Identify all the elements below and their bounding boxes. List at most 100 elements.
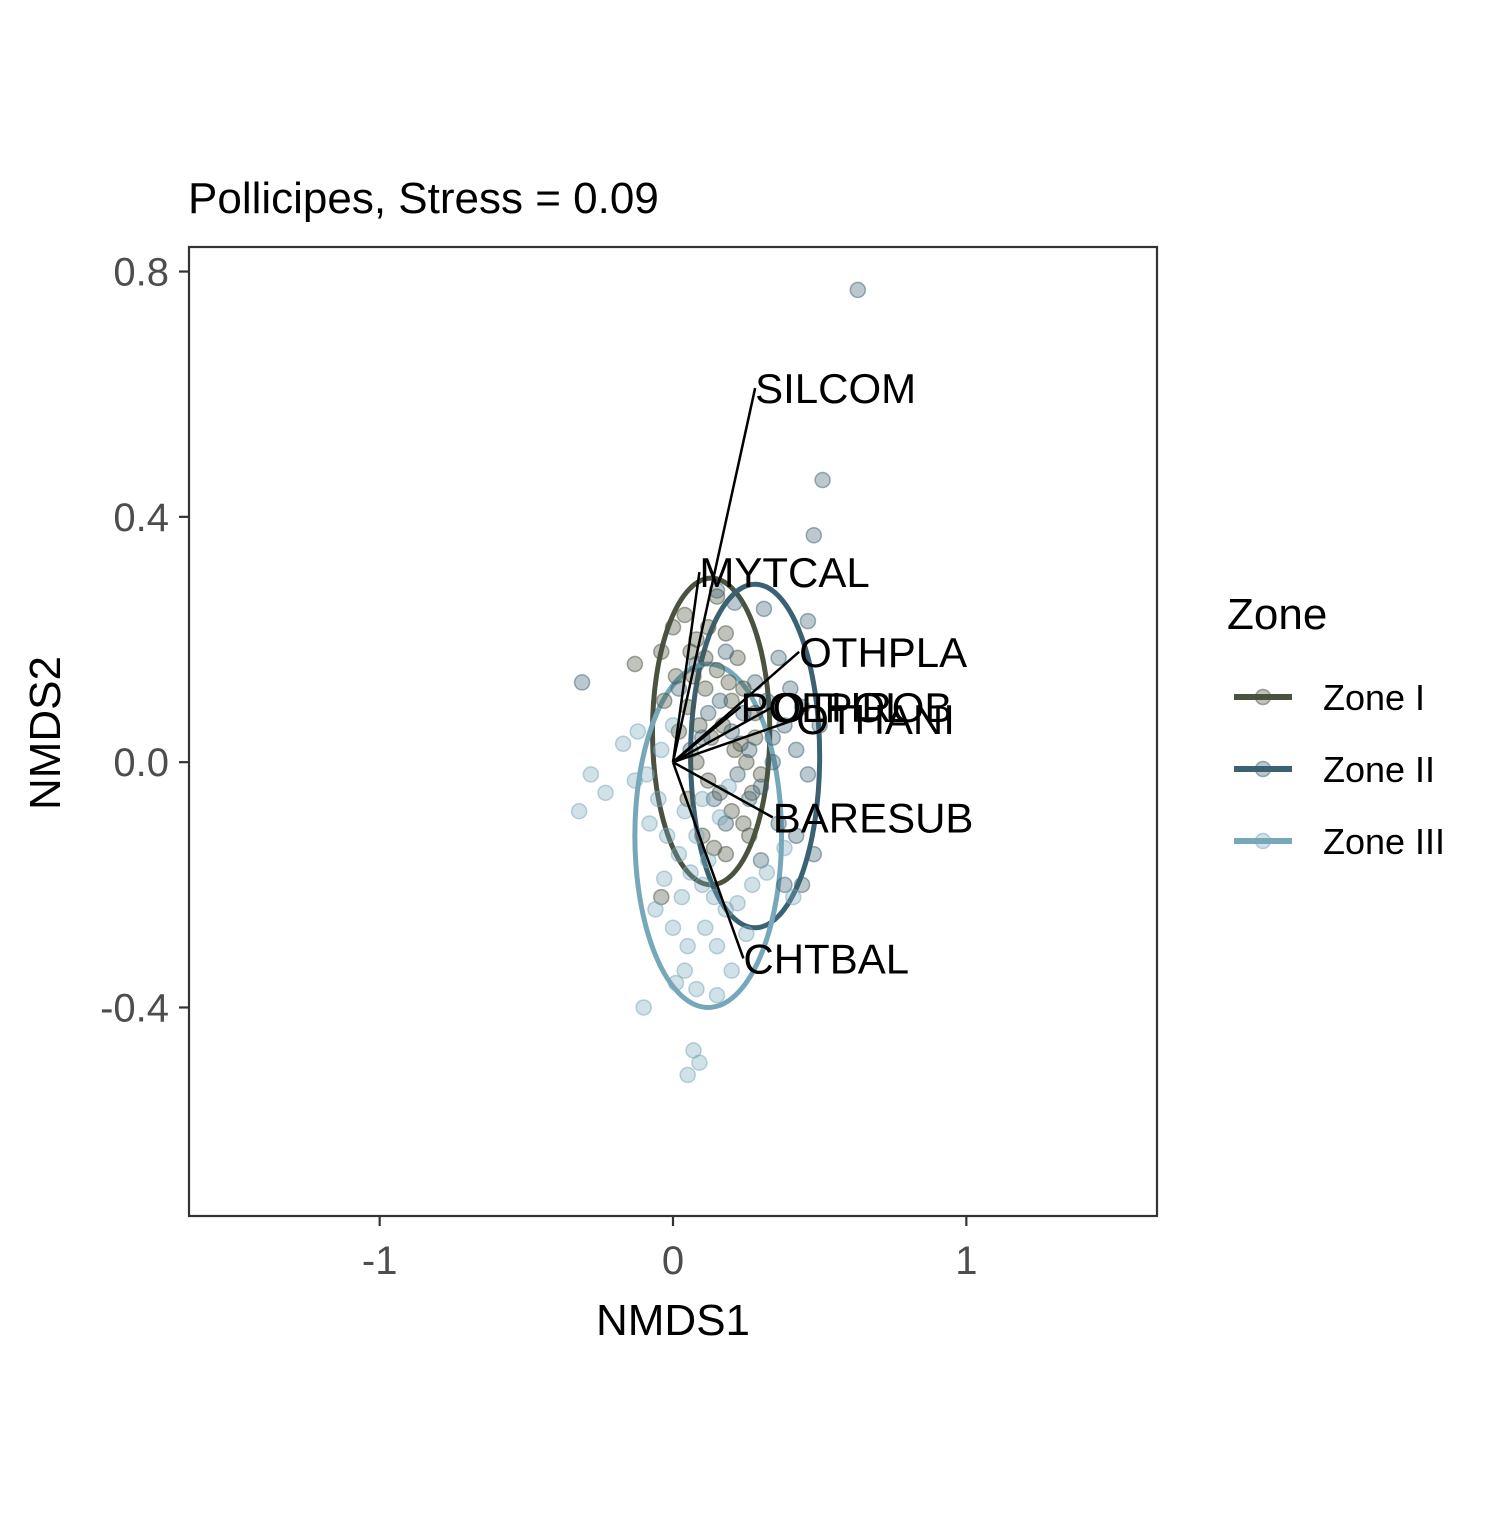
data-point-zone-1: [717, 845, 735, 863]
vector-label-baresub: BARESUB: [773, 794, 974, 841]
data-point-zone-2: [799, 612, 817, 630]
vector-arrow-chtbal: [671, 761, 745, 959]
data-point-zone-1: [752, 766, 770, 783]
vector-arrow-polpol: [672, 706, 742, 764]
legend-label: Zone III: [1323, 821, 1445, 862]
data-point-zone-3: [641, 815, 658, 832]
data-point-zone-3: [743, 876, 761, 894]
data-point-zone-2: [793, 876, 811, 894]
data-point-zone-3: [694, 876, 711, 894]
data-point-zone-2: [805, 526, 823, 544]
data-point-zone-2: [764, 753, 781, 771]
data-point-zone-3: [738, 925, 755, 943]
data-point-zone-2: [799, 766, 817, 783]
legend-label: Zone II: [1323, 749, 1435, 790]
x-axis: -1 0 1: [362, 1216, 977, 1283]
data-point-zone-2: [811, 717, 828, 734]
data-point-zone-3: [653, 741, 670, 759]
data-point-zone-2: [729, 766, 746, 783]
data-point-zone-3: [785, 888, 802, 906]
y-axis-title: NMDS2: [21, 656, 70, 810]
data-point-zone-2: [770, 815, 787, 832]
data-point-zone-2: [770, 649, 787, 667]
data-point-zone-3: [694, 790, 711, 808]
x-tick-label: 1: [955, 1239, 977, 1283]
vector-arrow-baresub: [672, 761, 774, 819]
legend: Zone Zone I Zone II Zone III: [1227, 590, 1445, 862]
data-point-zone-3: [676, 962, 693, 979]
legend-keys: Zone I Zone II Zone III: [1234, 677, 1445, 862]
vector-arrow-mytcal: [671, 571, 701, 763]
data-point-zone-1: [691, 717, 708, 734]
data-point-zone-3: [647, 901, 664, 918]
y-tick-label: 0.8: [113, 251, 169, 295]
vector-label-othpla: OTHPLA: [799, 629, 967, 676]
data-point-zone-1: [667, 668, 685, 685]
data-point-zone-3: [711, 809, 729, 826]
data-point-zone-3: [664, 919, 682, 937]
legend-key-point: [1254, 832, 1272, 850]
data-point-zone-2: [814, 471, 831, 489]
data-point-zone-3: [682, 864, 699, 881]
vector-label-othani: OTHANI: [796, 696, 955, 743]
data-point-zone-2: [755, 600, 773, 618]
vector-label-othrob: OTHROB: [773, 684, 953, 731]
data-point-zone-2: [805, 845, 823, 863]
data-point-zone-1: [697, 680, 714, 697]
data-point-zone-3: [582, 766, 600, 783]
vector-arrow-silcom: [671, 387, 757, 763]
data-point-zone-2: [705, 790, 723, 808]
data-point-zone-3: [667, 974, 685, 992]
legend-key-point: [1254, 688, 1272, 706]
data-point-zone-1: [708, 661, 726, 679]
data-point-zone-2: [735, 704, 752, 722]
data-point-zone-3: [629, 723, 647, 740]
data-point-zone-3: [708, 937, 726, 955]
vector-arrow-othani: [672, 718, 797, 764]
vector-arrow-othrob: [672, 705, 774, 764]
data-point-zone-3: [658, 827, 676, 845]
data-point-zone-3: [673, 888, 691, 906]
data-point-zone-2: [717, 643, 735, 661]
data-point-zone-2: [573, 674, 591, 691]
data-point-zone-2: [764, 729, 781, 746]
data-point-zone-3: [697, 919, 714, 937]
data-point-zone-3: [670, 845, 688, 863]
data-point-zone-1: [717, 625, 735, 642]
data-point-zone-3: [626, 772, 644, 789]
vector-label-silcom: SILCOM: [755, 365, 916, 412]
data-point-zone-2: [711, 692, 729, 710]
data-point-zone-3: [776, 839, 793, 857]
data-point-zone-1: [676, 606, 693, 624]
data-point-zone-3: [688, 980, 705, 998]
data-point-zone-1: [738, 753, 755, 771]
data-point-zone-1: [664, 618, 682, 636]
data-point-zone-2: [787, 827, 805, 845]
data-point-zone-1: [697, 649, 714, 667]
point-layer: [570, 281, 867, 1084]
data-point-zone-2: [717, 815, 735, 832]
x-axis-title: NMDS1: [596, 1296, 750, 1345]
data-point-zone-3: [635, 999, 652, 1016]
x-tick-label: -1: [362, 1239, 398, 1283]
data-point-zone-3: [729, 894, 746, 912]
data-point-zone-3: [650, 790, 667, 808]
data-point-zone-2: [741, 741, 758, 759]
vector-label-polpol: POLPOL: [740, 684, 908, 731]
y-axis: 0.8 0.4 0.0 -0.4: [100, 251, 189, 1030]
data-point-zone-2: [726, 594, 743, 611]
legend-key-point: [1254, 760, 1272, 778]
chart-title: Pollicipes, Stress = 0.09: [188, 174, 659, 223]
data-point-zone-3: [691, 1054, 708, 1071]
data-point-zone-2: [787, 741, 805, 759]
data-point-zone-2: [793, 698, 811, 716]
data-point-zone-2: [699, 704, 717, 722]
data-point-zone-1: [741, 827, 758, 845]
y-tick-label: 0.4: [113, 496, 169, 540]
data-point-zone-2: [782, 680, 799, 697]
data-point-zone-1: [653, 643, 670, 661]
data-point-zone-2: [752, 778, 770, 795]
data-point-zone-3: [758, 864, 776, 881]
